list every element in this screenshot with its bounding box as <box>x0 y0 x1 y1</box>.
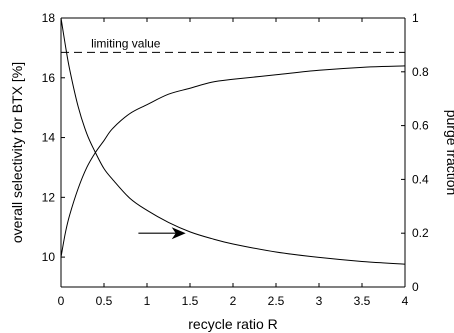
y-right-tick-label: 0.8 <box>412 65 429 79</box>
y-right-tick-label: 0.4 <box>412 172 429 186</box>
x-tick-label: 2.5 <box>268 294 285 308</box>
x-tick-label: 4 <box>402 294 409 308</box>
x-tick-label: 0 <box>58 294 65 308</box>
limiting-value-label: limiting value <box>91 36 161 50</box>
x-tick-label: 2 <box>230 294 237 308</box>
y-left-tick-label: 10 <box>42 250 56 264</box>
y-left-axis-ticks: 10 12 14 16 18 <box>42 11 65 264</box>
y-left-tick-label: 18 <box>42 11 56 25</box>
y-right-tick-label: 0.6 <box>412 119 429 133</box>
x-axis-ticks: 0 0.5 1 1.5 2 2.5 3 3.5 4 <box>58 18 409 308</box>
x-axis-label: recycle ratio R <box>188 316 277 332</box>
x-tick-label: 1.5 <box>182 294 199 308</box>
x-tick-label: 0.5 <box>96 294 113 308</box>
x-tick-label: 1 <box>144 294 151 308</box>
arrow-annotation <box>138 227 186 240</box>
y-left-tick-label: 16 <box>42 71 56 85</box>
x-tick-label: 3 <box>316 294 323 308</box>
selectivity-curve <box>60 65 406 258</box>
reference-line-layer: limiting value <box>61 36 405 53</box>
y-right-axis-label: purge fraction <box>444 110 454 196</box>
arrow-head <box>171 227 186 240</box>
y-left-axis-label: overall selectivity for BTX [%] <box>9 62 25 243</box>
plot-frame <box>60 17 406 288</box>
y-right-tick-label: 0.2 <box>412 226 429 240</box>
y-right-tick-label: 0 <box>412 280 419 294</box>
x-tick-label: 3.5 <box>354 294 371 308</box>
series-layer <box>60 17 406 265</box>
y-right-axis-ticks: 0 0.2 0.4 0.6 0.8 1 <box>401 11 429 294</box>
y-left-tick-label: 14 <box>42 131 56 145</box>
y-left-tick-label: 12 <box>42 190 56 204</box>
purge-fraction-curve <box>60 17 406 265</box>
y-right-tick-label: 1 <box>412 11 419 25</box>
